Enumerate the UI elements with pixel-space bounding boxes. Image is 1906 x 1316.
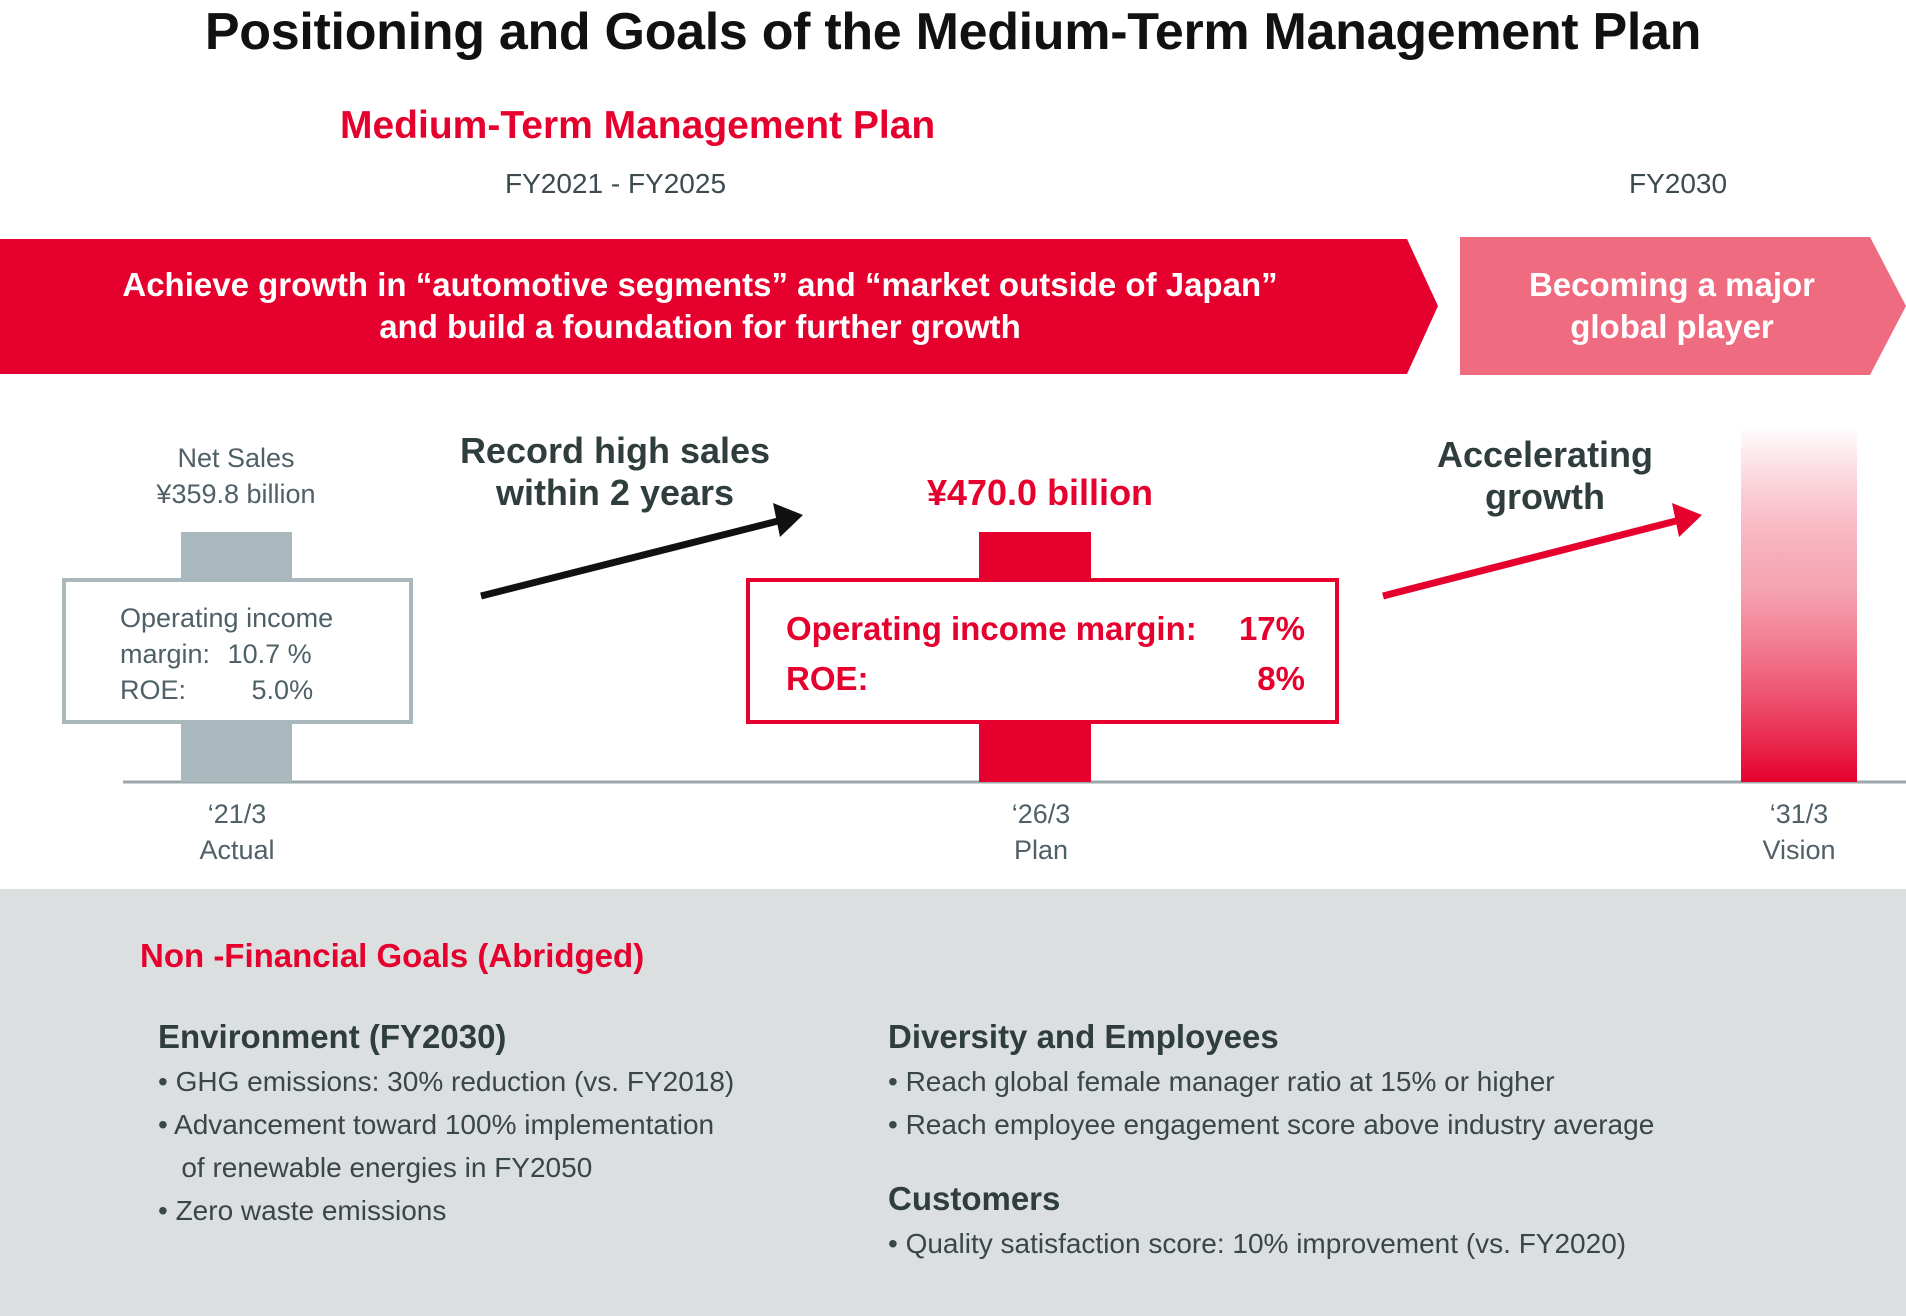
actual-oi-value: 10.7 % [227,639,312,669]
actual-roe-row: ROE: 5.0% [120,672,409,708]
banner-main-text: Achieve growth in “automotive segments” … [0,264,1400,348]
plan-roe-label: ROE: [786,660,869,697]
list-item: of renewable energies in FY2050 [158,1152,593,1183]
banner-vision-line1: Becoming a major [1528,266,1816,303]
vision-period-label: ‘31/3 [1769,799,1829,829]
plan-period: FY2021 - FY2025 [505,168,727,199]
plan-oi-row: Operating income margin: 17% [786,604,1305,654]
arrow2-line1: Accelerating [1436,434,1654,475]
plan-axis-label: ‘26/3 Plan [941,796,1141,868]
list-item: • Reach global female manager ratio at 1… [888,1066,1555,1097]
actual-period: ‘21/3 [207,799,267,829]
plan-label: Medium-Term Management Plan [340,104,936,147]
actual-roe-label: ROE: [120,675,187,705]
actual-oi-row: margin: 10.7 % [120,636,409,672]
actual-net-sales-label: Net Sales [177,443,295,473]
vision-period: FY2030 [1629,168,1728,199]
arrow2-label: Accelerating growth [1380,434,1710,518]
environment-section: Environment (FY2030) • GHG emissions: 30… [158,1018,858,1232]
diversity-section: Diversity and Employees • Reach global f… [888,1018,1888,1146]
plan-sales-value: ¥470.0 billion [926,472,1154,513]
arrow1-line1: Record high sales [459,430,771,471]
page-title: Positioning and Goals of the Medium-Term… [204,3,1702,61]
actual-net-sales: Net Sales ¥359.8 billion [86,440,386,512]
plan-metrics-box: Operating income margin: 17% ROE: 8% [746,578,1339,724]
actual-axis-label: ‘21/3 Actual [137,796,337,868]
banner-vision-arrow [1460,237,1906,375]
list-item: • Reach employee engagement score above … [888,1109,1655,1140]
banner-arrows [0,237,1906,375]
banner-vision-text: Becoming a major global player [1460,264,1884,348]
banner-main-line2: and build a foundation for further growt… [379,308,1021,345]
vision-tag: Vision [1762,835,1836,865]
non-financial-title: Non -Financial Goals (Abridged) [140,937,645,974]
arrow1-label: Record high sales within 2 years [430,430,800,514]
actual-net-sales-value: ¥359.8 billion [156,479,316,509]
customers-section: Customers • Quality satisfaction score: … [888,1180,1888,1265]
arrow-growth-1-head [773,503,803,537]
banner-main-line1: Achieve growth in “automotive segments” … [122,266,1278,303]
diversity-heading: Diversity and Employees [888,1018,1279,1055]
list-item: • Quality satisfaction score: 10% improv… [888,1228,1627,1259]
vision-bar [1741,427,1857,782]
arrow-growth-2-head [1672,503,1702,537]
plan-roe-row: ROE: 8% [786,654,1305,704]
arrow2-line2: growth [1485,476,1605,517]
actual-roe-value: 5.0% [251,675,314,705]
plan-tag: Plan [1013,835,1069,865]
actual-oi-label-2: margin: [120,639,211,669]
banner-main-arrow [0,239,1438,374]
arrow-growth-1 [480,516,783,600]
arrow-growth-2 [1382,516,1681,600]
vision-axis-label: ‘31/3 Vision [1699,796,1899,868]
arrow1-line2: within 2 years [495,472,735,513]
list-item: • GHG emissions: 30% reduction (vs. FY20… [158,1066,735,1097]
banner-vision-line2: global player [1570,308,1774,345]
plan-period: ‘26/3 [1011,799,1071,829]
actual-tag: Actual [199,835,275,865]
list-item: • Advancement toward 100% implementation [158,1109,715,1140]
customers-list: • Quality satisfaction score: 10% improv… [888,1222,1888,1265]
environment-heading: Environment (FY2030) [158,1018,507,1055]
plan-oi-label: Operating income margin: [786,610,1197,647]
plan-roe-value: 8% [1257,660,1305,697]
actual-metrics-box: Operating income margin: 10.7 % ROE: 5.0… [62,578,413,724]
non-financial-panel [0,889,1906,1316]
list-item: • Zero waste emissions [158,1195,447,1226]
diversity-list: • Reach global female manager ratio at 1… [888,1060,1888,1146]
customers-heading: Customers [888,1180,1061,1217]
environment-list: • GHG emissions: 30% reduction (vs. FY20… [158,1060,858,1232]
actual-oi-label-1: Operating income [120,603,334,633]
plan-oi-value: 17% [1238,610,1305,647]
